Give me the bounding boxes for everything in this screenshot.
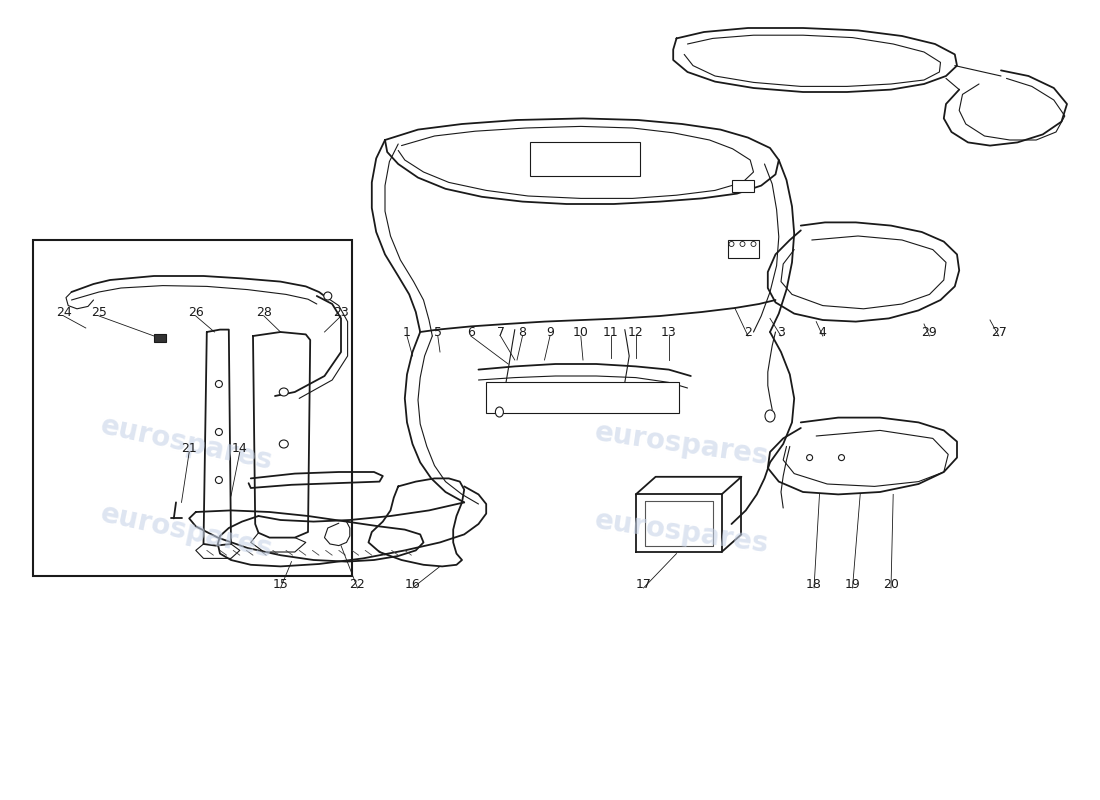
Text: 9: 9 — [546, 326, 554, 338]
Text: 29: 29 — [922, 326, 937, 338]
Text: 1: 1 — [403, 326, 411, 338]
Text: 22: 22 — [350, 578, 365, 590]
Text: 14: 14 — [232, 442, 248, 454]
Text: eurospares: eurospares — [593, 418, 771, 470]
Text: 20: 20 — [883, 578, 899, 590]
Text: eurospares: eurospares — [593, 506, 771, 558]
Text: 11: 11 — [603, 326, 618, 338]
Text: 12: 12 — [628, 326, 643, 338]
Text: eurospares: eurospares — [98, 500, 276, 564]
Text: eurospares: eurospares — [98, 412, 276, 476]
Ellipse shape — [764, 410, 776, 422]
Text: 16: 16 — [405, 578, 420, 590]
Text: 27: 27 — [991, 326, 1006, 338]
Text: 18: 18 — [806, 578, 822, 590]
Ellipse shape — [323, 292, 332, 300]
Ellipse shape — [751, 242, 756, 246]
Ellipse shape — [216, 429, 222, 435]
Text: 13: 13 — [661, 326, 676, 338]
Text: 26: 26 — [188, 306, 204, 318]
Bar — [486, 382, 679, 413]
Text: 17: 17 — [636, 578, 651, 590]
Text: 5: 5 — [433, 326, 442, 338]
Ellipse shape — [216, 381, 222, 387]
Ellipse shape — [806, 454, 813, 461]
Text: 24: 24 — [56, 306, 72, 318]
Polygon shape — [209, 470, 242, 502]
Ellipse shape — [729, 242, 734, 246]
Text: 15: 15 — [273, 578, 288, 590]
Text: 10: 10 — [573, 326, 588, 338]
Ellipse shape — [495, 407, 504, 417]
Text: 7: 7 — [496, 326, 505, 338]
Text: 3: 3 — [777, 326, 785, 338]
Ellipse shape — [216, 477, 222, 483]
Text: 2: 2 — [744, 326, 752, 338]
Ellipse shape — [838, 454, 845, 461]
Ellipse shape — [740, 242, 745, 246]
Ellipse shape — [279, 388, 288, 396]
Text: 25: 25 — [91, 306, 107, 318]
Bar — [33, 240, 352, 576]
Text: 23: 23 — [333, 306, 349, 318]
Text: 21: 21 — [182, 442, 197, 454]
Bar — [732, 180, 754, 192]
Bar — [728, 240, 759, 258]
Text: 6: 6 — [466, 326, 475, 338]
Text: 8: 8 — [518, 326, 527, 338]
Text: 28: 28 — [256, 306, 272, 318]
Text: 19: 19 — [845, 578, 860, 590]
Bar — [154, 334, 166, 342]
Bar — [530, 142, 640, 176]
Ellipse shape — [279, 440, 288, 448]
Text: 4: 4 — [818, 326, 827, 338]
